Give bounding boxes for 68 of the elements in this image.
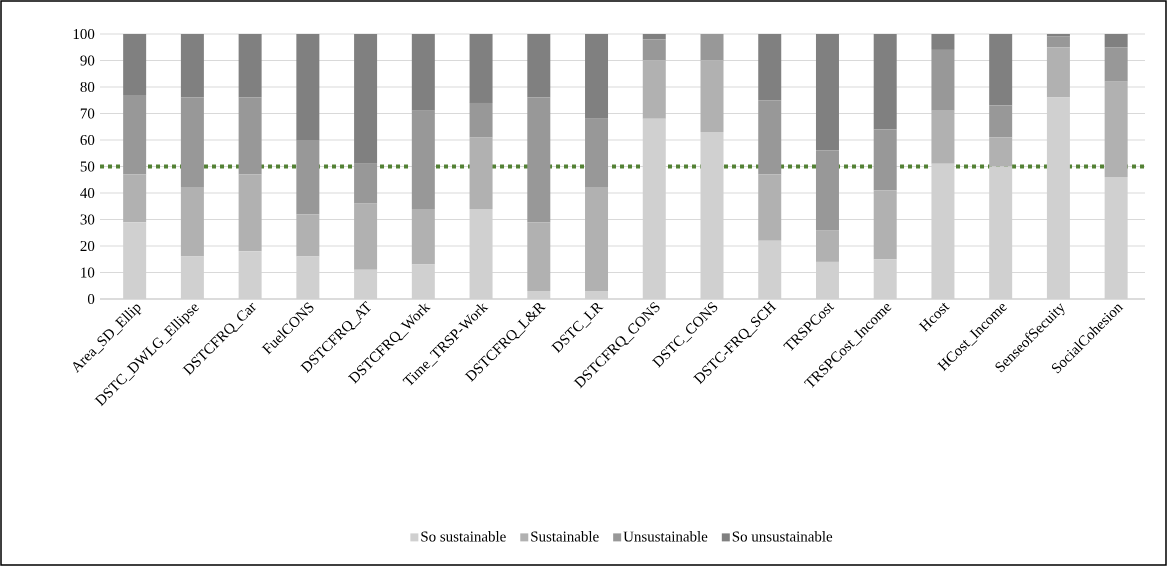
bar bbox=[180, 187, 204, 257]
bar bbox=[585, 118, 609, 188]
y-tick-label: 90 bbox=[80, 55, 95, 66]
bar bbox=[1046, 33, 1070, 37]
bar bbox=[758, 174, 782, 241]
bar bbox=[469, 137, 493, 209]
bar bbox=[527, 33, 551, 98]
y-tick-label: 10 bbox=[81, 267, 95, 278]
legend-label: Sustainable bbox=[531, 531, 599, 542]
y-tick-label: 80 bbox=[80, 81, 95, 93]
bar bbox=[1104, 33, 1128, 48]
bar bbox=[1046, 47, 1070, 98]
bar bbox=[238, 33, 262, 98]
bar bbox=[873, 33, 897, 130]
bar bbox=[815, 230, 839, 262]
bar bbox=[180, 33, 204, 98]
bar bbox=[411, 208, 435, 265]
bar bbox=[469, 102, 493, 138]
legend-label: So sustainable bbox=[421, 531, 506, 542]
bar bbox=[873, 190, 897, 260]
bar bbox=[585, 187, 609, 292]
bar bbox=[642, 39, 666, 61]
bar bbox=[989, 33, 1013, 106]
bar bbox=[296, 33, 320, 140]
y-tick-label: 60 bbox=[80, 134, 95, 146]
y-tick-label: 50 bbox=[80, 161, 95, 172]
bar bbox=[123, 33, 147, 95]
bar bbox=[238, 97, 262, 175]
bar bbox=[931, 33, 955, 50]
legend-label: So unsustainable bbox=[732, 531, 833, 542]
bar bbox=[527, 222, 551, 292]
bar bbox=[873, 129, 897, 191]
y-tick-label: 20 bbox=[80, 240, 95, 252]
bar bbox=[642, 60, 666, 119]
bar bbox=[411, 110, 435, 209]
bar bbox=[123, 94, 147, 175]
bar bbox=[1046, 36, 1070, 48]
bar bbox=[642, 33, 666, 40]
bar bbox=[700, 60, 724, 133]
y-tick-label: 70 bbox=[80, 108, 95, 119]
bar bbox=[1104, 47, 1128, 82]
bar bbox=[758, 33, 782, 101]
bar bbox=[411, 33, 435, 111]
bar bbox=[296, 139, 320, 215]
bar bbox=[296, 214, 320, 257]
y-tick-label: 0 bbox=[87, 293, 95, 305]
bar bbox=[527, 97, 551, 223]
y-tick-label: 30 bbox=[80, 214, 95, 225]
bar bbox=[815, 150, 839, 231]
bar bbox=[354, 203, 378, 270]
legend-label: Unsustainable bbox=[623, 531, 708, 542]
bar bbox=[354, 33, 378, 164]
bar bbox=[123, 174, 147, 223]
bar bbox=[700, 33, 724, 61]
bar bbox=[815, 33, 839, 151]
bar bbox=[758, 100, 782, 175]
bar bbox=[931, 110, 955, 164]
bar bbox=[180, 97, 204, 188]
bar bbox=[989, 105, 1013, 138]
bar bbox=[931, 49, 955, 111]
bar bbox=[354, 163, 378, 204]
bar bbox=[585, 33, 609, 119]
bar bbox=[469, 33, 493, 103]
bar bbox=[1104, 81, 1128, 178]
y-tick-label: 100 bbox=[73, 28, 95, 40]
bar bbox=[238, 174, 262, 252]
y-tick-label: 40 bbox=[80, 187, 95, 199]
bar bbox=[989, 137, 1013, 167]
